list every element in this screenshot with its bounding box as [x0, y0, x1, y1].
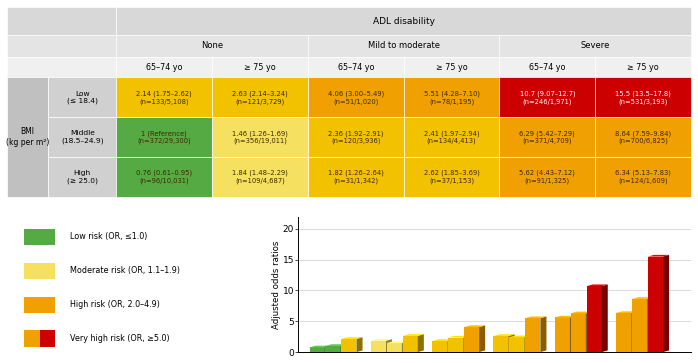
- Text: ≥ 75 yo: ≥ 75 yo: [244, 62, 276, 72]
- Bar: [595, 57, 691, 77]
- Polygon shape: [387, 341, 408, 343]
- Polygon shape: [586, 285, 608, 286]
- Text: 4.06 (3.00–5.49)
(n=51/1,020): 4.06 (3.00–5.49) (n=51/1,020): [328, 90, 384, 105]
- Text: High
(≥ 25.0): High (≥ 25.0): [67, 170, 98, 184]
- Polygon shape: [387, 343, 402, 352]
- Polygon shape: [493, 336, 509, 352]
- Text: 65–74 yo: 65–74 yo: [146, 62, 183, 72]
- Polygon shape: [540, 317, 547, 352]
- Text: ADL disability: ADL disability: [373, 17, 435, 25]
- Polygon shape: [555, 316, 576, 318]
- Bar: [48, 77, 117, 117]
- Text: 1.84 (1.48–2.29)
(n=109/4,687): 1.84 (1.48–2.29) (n=109/4,687): [232, 170, 288, 184]
- Text: BMI
(kg per m²): BMI (kg per m²): [6, 127, 49, 147]
- Text: 2.41 (1.97–2.94)
(n=134/4,413): 2.41 (1.97–2.94) (n=134/4,413): [424, 130, 480, 144]
- Polygon shape: [631, 311, 637, 352]
- Bar: [308, 57, 403, 77]
- Bar: [24, 330, 40, 347]
- Polygon shape: [648, 255, 669, 257]
- Text: ≥ 75 yo: ≥ 75 yo: [436, 62, 468, 72]
- Text: 2.62 (1.85–3.69)
(n=37/1,153): 2.62 (1.85–3.69) (n=37/1,153): [424, 170, 480, 184]
- Text: 2.63 (2.14–3.24)
(n=121/3,729): 2.63 (2.14–3.24) (n=121/3,729): [232, 90, 288, 105]
- Polygon shape: [616, 311, 637, 313]
- Polygon shape: [464, 325, 485, 327]
- Bar: [24, 297, 55, 313]
- Polygon shape: [647, 297, 653, 352]
- Bar: [595, 157, 691, 197]
- Text: 2.36 (1.92–2.91)
(n=120/3,936): 2.36 (1.92–2.91) (n=120/3,936): [328, 130, 384, 144]
- Text: 5.51 (4.28–7.10)
(n=78/1,195): 5.51 (4.28–7.10) (n=78/1,195): [424, 90, 480, 105]
- Polygon shape: [616, 313, 631, 352]
- Polygon shape: [341, 337, 362, 339]
- Text: 2.14 (1.75–2.62)
(n=133/5,108): 2.14 (1.75–2.62) (n=133/5,108): [136, 90, 192, 105]
- Polygon shape: [570, 316, 576, 352]
- Polygon shape: [357, 337, 362, 352]
- Polygon shape: [510, 337, 524, 352]
- Bar: [403, 77, 500, 117]
- Bar: [7, 35, 117, 57]
- Text: Mild to moderate: Mild to moderate: [368, 41, 440, 50]
- Text: 65–74 yo: 65–74 yo: [529, 62, 565, 72]
- Bar: [500, 77, 595, 117]
- Polygon shape: [586, 311, 592, 352]
- Text: 8.64 (7.59–9.84)
(n=700/6,825): 8.64 (7.59–9.84) (n=700/6,825): [615, 130, 671, 144]
- Polygon shape: [526, 318, 540, 352]
- Polygon shape: [309, 347, 325, 352]
- Bar: [117, 77, 212, 117]
- Polygon shape: [371, 341, 386, 352]
- Text: Severe: Severe: [581, 41, 610, 50]
- Polygon shape: [479, 325, 485, 352]
- Text: 1 (Reference)
(n=372/29,300): 1 (Reference) (n=372/29,300): [138, 130, 191, 144]
- Text: 65–74 yo: 65–74 yo: [338, 62, 374, 72]
- Text: 1.46 (1.26–1.69)
(n=356/19,011): 1.46 (1.26–1.69) (n=356/19,011): [232, 130, 288, 144]
- Text: ≥ 75 yo: ≥ 75 yo: [628, 62, 659, 72]
- Polygon shape: [602, 285, 608, 352]
- Polygon shape: [509, 334, 514, 352]
- Text: 0.76 (0.61–0.95)
(n=96/10,031): 0.76 (0.61–0.95) (n=96/10,031): [136, 170, 193, 184]
- Polygon shape: [325, 344, 347, 346]
- Bar: [212, 57, 308, 77]
- Bar: [595, 77, 691, 117]
- Polygon shape: [510, 335, 530, 337]
- Polygon shape: [632, 299, 647, 352]
- Polygon shape: [386, 339, 392, 352]
- Bar: [403, 117, 500, 157]
- Bar: [595, 117, 691, 157]
- Bar: [500, 35, 691, 57]
- Polygon shape: [464, 327, 479, 352]
- Polygon shape: [526, 317, 547, 318]
- Bar: [40, 330, 55, 347]
- Text: High risk (OR, 2.0–4.9): High risk (OR, 2.0–4.9): [70, 300, 159, 309]
- Polygon shape: [463, 336, 469, 352]
- Polygon shape: [448, 338, 463, 352]
- Text: 6.34 (5.13–7.83)
(n=124/1,609): 6.34 (5.13–7.83) (n=124/1,609): [615, 170, 671, 184]
- Polygon shape: [493, 334, 514, 336]
- Text: Very high risk (OR, ≥5.0): Very high risk (OR, ≥5.0): [70, 334, 169, 343]
- Polygon shape: [341, 339, 357, 352]
- Polygon shape: [448, 336, 469, 338]
- Polygon shape: [447, 339, 454, 352]
- Bar: [117, 117, 212, 157]
- Polygon shape: [432, 341, 447, 352]
- Bar: [308, 117, 403, 157]
- Polygon shape: [555, 318, 570, 352]
- Polygon shape: [418, 334, 424, 352]
- Bar: [117, 157, 212, 197]
- Text: 1.82 (1.26–2.64)
(n=31/1,342): 1.82 (1.26–2.64) (n=31/1,342): [328, 170, 384, 184]
- Y-axis label: Adjusted odds ratios: Adjusted odds ratios: [272, 240, 281, 329]
- Bar: [117, 35, 308, 57]
- Bar: [7, 57, 117, 77]
- Polygon shape: [571, 311, 592, 313]
- Polygon shape: [325, 346, 331, 352]
- Bar: [117, 57, 212, 77]
- Polygon shape: [402, 341, 408, 352]
- Text: Middle
(18.5–24.9): Middle (18.5–24.9): [61, 130, 103, 144]
- Polygon shape: [632, 297, 653, 299]
- Bar: [212, 157, 308, 197]
- Bar: [308, 35, 500, 57]
- Bar: [24, 263, 55, 279]
- Polygon shape: [403, 334, 424, 336]
- Text: 10.7 (9.07–12.7)
(n=246/1,971): 10.7 (9.07–12.7) (n=246/1,971): [519, 90, 575, 105]
- Text: 15.5 (13.5–17.8)
(n=531/3,193): 15.5 (13.5–17.8) (n=531/3,193): [615, 90, 671, 105]
- Polygon shape: [432, 339, 454, 341]
